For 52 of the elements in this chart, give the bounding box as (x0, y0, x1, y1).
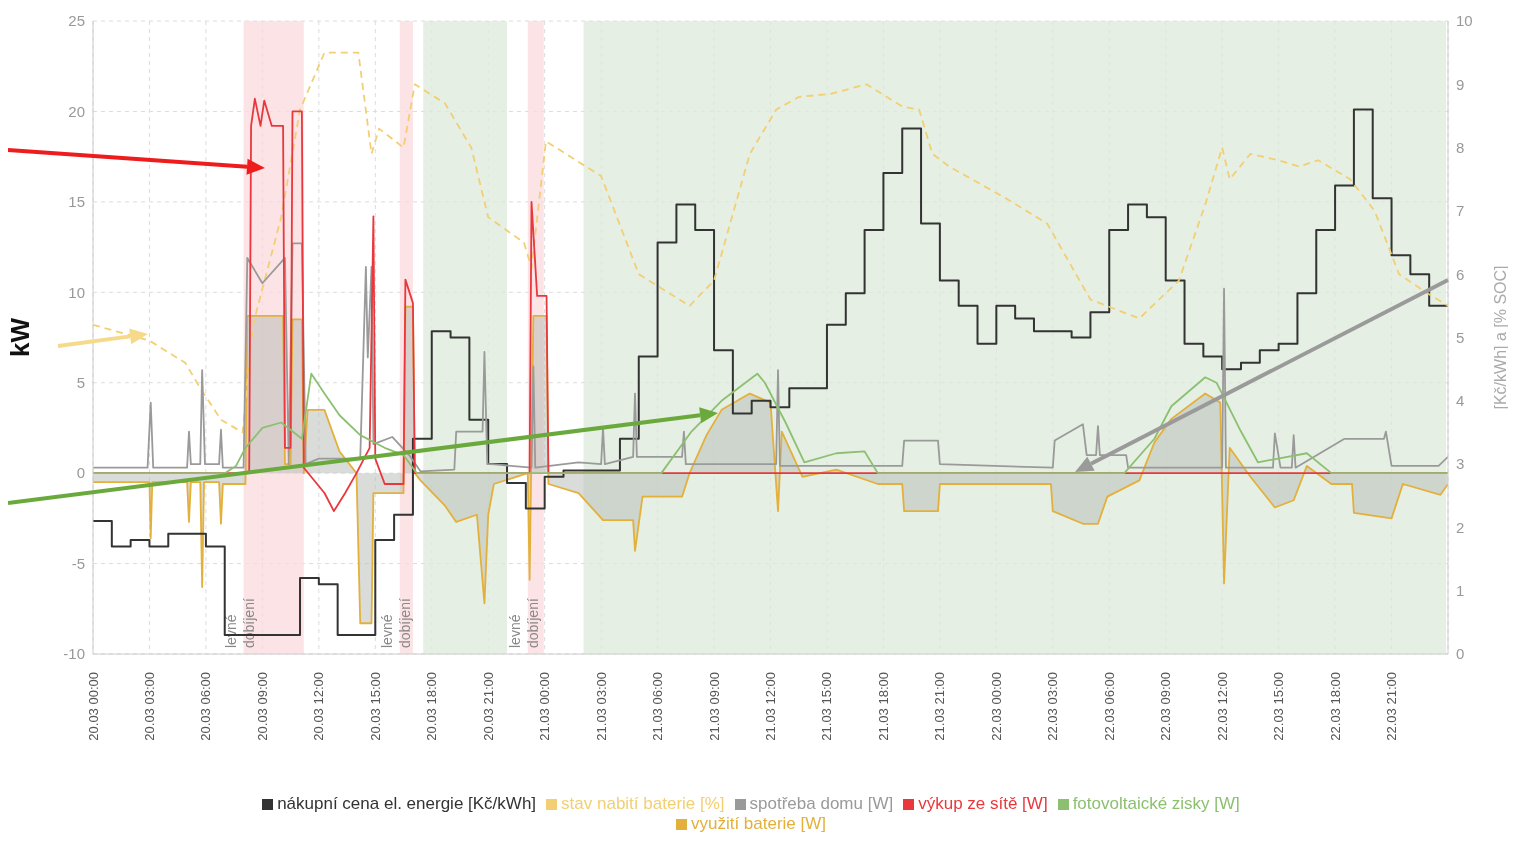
y2-tick-label: 3 (1456, 455, 1465, 473)
x-tick-label: 21.03 00:00 (537, 672, 553, 741)
x-tick-label: 20.03 09:00 (254, 672, 270, 741)
x-tick-label: 22.03 06:00 (1101, 672, 1117, 741)
band-label: levné dobíjení (378, 598, 413, 648)
x-tick-label: 20.03 00:00 (85, 672, 101, 741)
x-tick-label: 22.03 18:00 (1327, 672, 1343, 741)
y-axis-title: kW (5, 317, 36, 357)
x-tick-label: 21.03 12:00 (763, 672, 778, 741)
y2-tick-label: 1 (1456, 582, 1465, 600)
x-tick-label: 21.03 15:00 (819, 672, 835, 741)
x-tick-label: 22.03 12:00 (1214, 672, 1230, 741)
x-tick-label: 21.03 03:00 (593, 672, 609, 741)
x-tick-label: 21.03 06:00 (650, 672, 666, 741)
y2-tick-label: 5 (1456, 328, 1465, 346)
x-tick-label: 22.03 15:00 (1271, 672, 1287, 741)
y2-tick-label: 6 (1456, 265, 1465, 283)
x-tick-label: 20.03 12:00 (311, 672, 327, 741)
x-tick-label: 20.03 15:00 (367, 672, 383, 741)
x-tick-label: 20.03 06:00 (198, 672, 214, 741)
x-tick-label: 22.03 03:00 (1045, 672, 1061, 741)
x-tick-label: 22.03 09:00 (1158, 672, 1174, 741)
y-tick-label: 0 (76, 464, 85, 482)
x-tick-label: 21.03 21:00 (932, 672, 948, 741)
y-tick-label: -5 (71, 554, 85, 572)
x-tick-label: 22.03 21:00 (1384, 672, 1400, 741)
x-tick-label: 20.03 18:00 (424, 672, 440, 741)
legend-label: stav nabití baterie [%] (561, 794, 725, 813)
band-label: levné dobíjení (506, 598, 541, 648)
y2-tick-label: 7 (1456, 202, 1465, 220)
legend-label: výkup ze sítě [W] (918, 794, 1048, 813)
y-tick-label: 5 (76, 374, 85, 392)
x-tick-label: 20.03 03:00 (141, 672, 157, 741)
x-tick-label: 21.03 18:00 (875, 672, 891, 741)
y-tick-label: 15 (68, 193, 85, 211)
x-tick-label: 22.03 00:00 (988, 672, 1004, 741)
legend-label: fotovoltaické zisky [W] (1072, 794, 1240, 813)
y2-tick-label: 9 (1456, 75, 1465, 93)
legend-label: nákupní cena el. energie [Kč/kWh] (277, 794, 537, 813)
legend-label: využití baterie [W] (690, 814, 827, 833)
y-tick-label: -10 (63, 645, 85, 663)
y2-tick-label: 10 (1456, 12, 1473, 30)
x-tick-label: 21.03 09:00 (706, 672, 722, 741)
y-tick-label: 20 (68, 102, 85, 120)
y2-tick-label: 4 (1456, 392, 1465, 410)
y-tick-label: 25 (68, 12, 85, 30)
y2-tick-label: 2 (1456, 518, 1465, 536)
y2-tick-label: 0 (1456, 645, 1465, 663)
x-tick-label: 20.03 21:00 (480, 672, 496, 741)
y-tick-label: 10 (68, 283, 85, 301)
legend-label: spotřeba domu [W] (749, 794, 894, 813)
y2-tick-label: 8 (1456, 138, 1465, 156)
